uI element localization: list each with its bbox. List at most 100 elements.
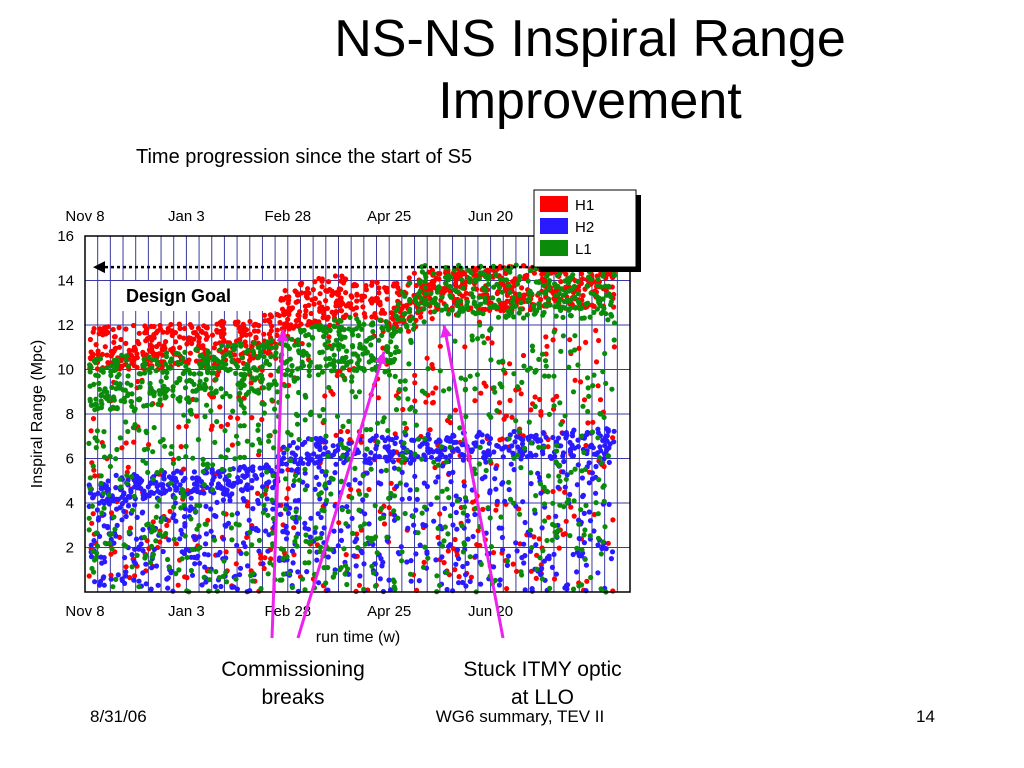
point-l1 xyxy=(190,455,196,461)
point-h2 xyxy=(446,470,452,476)
point-l1 xyxy=(195,546,201,552)
point-l1 xyxy=(457,425,463,431)
point-l1 xyxy=(259,364,265,370)
point-h1 xyxy=(259,416,265,423)
point-h1 xyxy=(267,319,273,325)
point-h2 xyxy=(136,578,142,584)
point-l1 xyxy=(188,516,194,522)
point-l1 xyxy=(137,384,143,390)
point-l1 xyxy=(295,337,301,344)
point-l1 xyxy=(129,564,135,570)
point-l1 xyxy=(109,384,115,390)
point-h2 xyxy=(428,454,435,460)
point-l1 xyxy=(483,467,489,474)
point-l1 xyxy=(419,269,425,275)
point-l1 xyxy=(393,328,399,334)
point-h1 xyxy=(310,287,316,293)
point-l1 xyxy=(524,312,530,318)
point-l1 xyxy=(516,310,522,316)
point-l1 xyxy=(404,448,410,454)
point-l1 xyxy=(445,531,451,537)
point-h1 xyxy=(88,428,94,434)
point-l1 xyxy=(211,390,217,396)
point-h2 xyxy=(140,492,146,498)
point-l1 xyxy=(222,428,228,434)
point-l1 xyxy=(328,491,334,497)
point-l1 xyxy=(207,568,213,574)
point-h2 xyxy=(309,456,315,462)
point-l1 xyxy=(441,538,447,544)
point-h1 xyxy=(390,316,396,322)
point-l1 xyxy=(163,394,169,400)
point-l1 xyxy=(500,358,506,364)
point-h1 xyxy=(394,290,400,296)
point-h2 xyxy=(250,506,256,512)
point-h2 xyxy=(317,454,323,460)
point-l1 xyxy=(519,379,525,385)
point-h1 xyxy=(373,295,379,301)
point-h2 xyxy=(203,531,209,537)
point-l1 xyxy=(540,282,547,288)
point-h2 xyxy=(453,561,459,567)
point-l1 xyxy=(572,333,578,339)
point-l1 xyxy=(585,300,591,306)
point-l1 xyxy=(296,477,302,483)
point-h1 xyxy=(159,347,165,353)
point-h2 xyxy=(263,528,269,534)
point-h1 xyxy=(173,339,179,345)
point-h2 xyxy=(161,490,167,496)
point-l1 xyxy=(605,453,612,459)
point-l1 xyxy=(210,462,216,468)
point-h1 xyxy=(424,355,430,361)
point-l1 xyxy=(324,345,330,351)
point-l1 xyxy=(339,507,345,513)
point-h2 xyxy=(270,506,276,512)
point-l1 xyxy=(391,579,397,585)
point-l1 xyxy=(396,395,402,401)
point-l1 xyxy=(171,536,177,542)
point-h1 xyxy=(437,511,443,517)
point-l1 xyxy=(159,467,165,473)
point-l1 xyxy=(423,274,429,280)
point-l1 xyxy=(557,478,563,484)
point-h2 xyxy=(188,504,194,510)
point-h2 xyxy=(528,481,534,487)
point-h1 xyxy=(575,284,582,290)
point-l1 xyxy=(448,294,454,300)
point-l1 xyxy=(415,530,421,536)
point-l1 xyxy=(296,350,302,356)
point-h2 xyxy=(277,511,283,517)
point-l1 xyxy=(342,377,348,383)
point-h2 xyxy=(96,515,102,521)
point-h1 xyxy=(90,511,96,517)
point-l1 xyxy=(260,342,266,348)
point-l1 xyxy=(220,573,226,580)
point-h2 xyxy=(173,518,179,524)
point-l1 xyxy=(454,289,460,295)
point-l1 xyxy=(166,564,172,570)
point-l1 xyxy=(553,459,559,465)
point-l1 xyxy=(255,422,261,428)
point-h2 xyxy=(406,495,413,502)
point-l1 xyxy=(227,393,233,399)
point-l1 xyxy=(555,304,562,310)
point-l1 xyxy=(498,514,504,520)
point-h1 xyxy=(435,534,441,541)
point-l1 xyxy=(256,448,262,454)
point-l1 xyxy=(210,487,216,493)
point-h2 xyxy=(140,570,146,576)
point-l1 xyxy=(418,295,424,302)
point-h2 xyxy=(322,445,328,451)
point-h1 xyxy=(532,394,538,400)
point-l1 xyxy=(208,385,214,391)
point-h2 xyxy=(335,447,341,453)
point-l1 xyxy=(342,562,349,568)
point-h2 xyxy=(453,509,459,516)
point-l1 xyxy=(338,358,344,364)
point-h1 xyxy=(268,556,274,562)
point-h1 xyxy=(320,315,326,321)
point-h2 xyxy=(424,483,430,490)
point-l1 xyxy=(608,302,614,308)
point-l1 xyxy=(399,549,405,555)
point-l1 xyxy=(557,400,563,406)
